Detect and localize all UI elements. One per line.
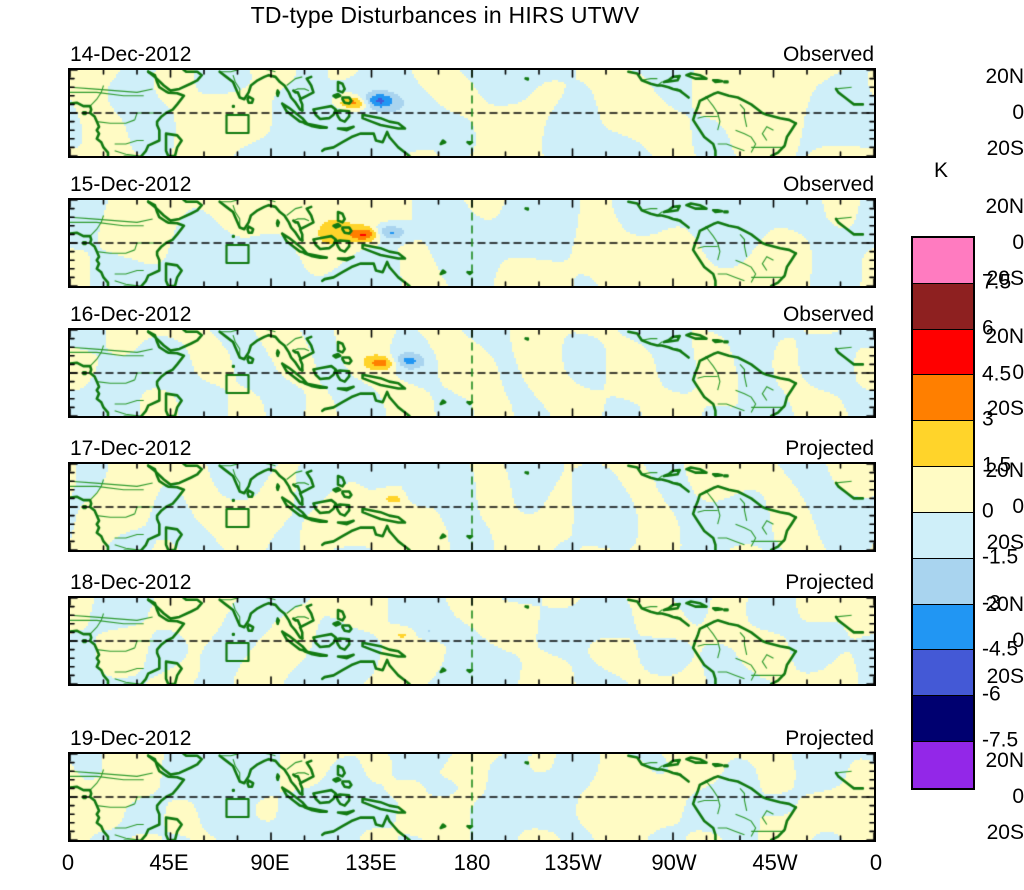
colorbar-band bbox=[913, 238, 973, 284]
y-axis-tick-label: 20S bbox=[986, 137, 1024, 160]
panel-kind-label: Projected bbox=[785, 437, 874, 460]
x-axis-tick-label: 180 bbox=[453, 850, 491, 875]
page-title: TD-type Disturbances in HIRS UTWV bbox=[250, 2, 640, 28]
colorbar-band bbox=[913, 696, 973, 743]
y-axis-tick-label: 20N bbox=[985, 749, 1024, 772]
colorbar-tick-label: 1.5 bbox=[982, 453, 1012, 477]
colorbar-tick-label: -1.5 bbox=[982, 545, 1019, 569]
x-axis-tick-label: 90E bbox=[250, 850, 290, 875]
panel-date-label: 15-Dec-2012 bbox=[70, 173, 192, 196]
y-axis-tick-label: 20N bbox=[985, 459, 1024, 482]
y-axis-tick-label: 20N bbox=[985, 325, 1024, 348]
y-axis-tick-label: 0 bbox=[1012, 101, 1024, 124]
colorbar-tick-label: -6 bbox=[982, 682, 1001, 706]
x-axis-tick-label: 0 bbox=[61, 850, 75, 875]
colorbar-tick-label: 4.5 bbox=[982, 362, 1012, 385]
map-panel bbox=[68, 752, 876, 842]
x-axis-tick-label: 0 bbox=[869, 850, 883, 875]
y-axis-tick-label: 0 bbox=[1012, 361, 1024, 384]
y-axis-tick-label: 20N bbox=[985, 195, 1024, 218]
colorbar-tick-label: -7.5 bbox=[982, 728, 1019, 752]
map-panel-canvas bbox=[70, 70, 874, 156]
colorbar-band bbox=[913, 375, 973, 422]
y-axis-tick-label: 20N bbox=[985, 593, 1024, 616]
colorbar-band bbox=[913, 512, 973, 559]
panel-date-label: 16-Dec-2012 bbox=[70, 303, 192, 326]
x-axis-tick-label: 45W bbox=[752, 850, 798, 875]
map-panel-canvas bbox=[70, 464, 874, 550]
colorbar-band bbox=[913, 283, 973, 330]
map-panel-canvas bbox=[70, 330, 874, 416]
colorbar-tick-label: 7.5 bbox=[982, 270, 1012, 294]
map-panel bbox=[68, 68, 876, 158]
y-axis-tick-label: 0 bbox=[1012, 231, 1024, 254]
x-axis-tick-label: 90W bbox=[651, 850, 697, 875]
map-panel-canvas bbox=[70, 200, 874, 286]
y-axis-tick-label: 20N bbox=[985, 65, 1024, 88]
y-axis-tick-label: 20S bbox=[986, 665, 1024, 688]
colorbar-band bbox=[913, 650, 973, 697]
colorbar-band bbox=[913, 421, 973, 468]
map-panel bbox=[68, 596, 876, 686]
panel-kind-label: Observed bbox=[782, 303, 874, 326]
x-axis-tick-label: 135E bbox=[345, 850, 397, 875]
y-axis-tick-label: 20S bbox=[986, 531, 1024, 554]
colorbar-band bbox=[913, 604, 973, 651]
panel-kind-label: Observed bbox=[782, 43, 874, 66]
panel-date-label: 18-Dec-2012 bbox=[70, 571, 192, 594]
panel-date-label: 19-Dec-2012 bbox=[70, 727, 192, 750]
panel-kind-label: Projected bbox=[785, 571, 874, 594]
y-axis-tick-label: 0 bbox=[1012, 495, 1024, 518]
map-panel-canvas bbox=[70, 598, 874, 684]
colorbar-band bbox=[913, 558, 973, 605]
x-axis-tick-label: 45E bbox=[149, 850, 189, 875]
y-axis-tick-label: 20S bbox=[986, 821, 1024, 844]
map-panel bbox=[68, 328, 876, 418]
y-axis-tick-label: 20S bbox=[986, 397, 1024, 420]
colorbar-tick-label: 6 bbox=[982, 316, 994, 340]
colorbar-band bbox=[913, 329, 973, 376]
colorbar-tick-label: 3 bbox=[982, 407, 994, 431]
x-axis-tick-label: 135W bbox=[544, 850, 602, 875]
panel-date-label: 17-Dec-2012 bbox=[70, 437, 192, 460]
panel-date-label: 14-Dec-2012 bbox=[70, 43, 192, 66]
colorbar-band bbox=[913, 742, 973, 788]
y-axis-tick-label: 0 bbox=[1012, 785, 1024, 808]
panel-kind-label: Projected bbox=[785, 727, 874, 750]
colorbar bbox=[911, 236, 975, 790]
colorbar-tick-label: -4.5 bbox=[982, 637, 1019, 660]
colorbar-band bbox=[913, 467, 973, 513]
y-axis-tick-label: 0 bbox=[1012, 629, 1024, 652]
colorbar-tick-label: 0 bbox=[982, 499, 994, 523]
colorbar-tick-label: -3 bbox=[982, 591, 1001, 615]
map-panel bbox=[68, 198, 876, 288]
panel-kind-label: Observed bbox=[782, 173, 874, 196]
colorbar-unit-label: K bbox=[933, 159, 949, 182]
y-axis-tick-label: 20S bbox=[986, 267, 1024, 290]
map-panel-canvas bbox=[70, 754, 874, 840]
map-panel bbox=[68, 462, 876, 552]
